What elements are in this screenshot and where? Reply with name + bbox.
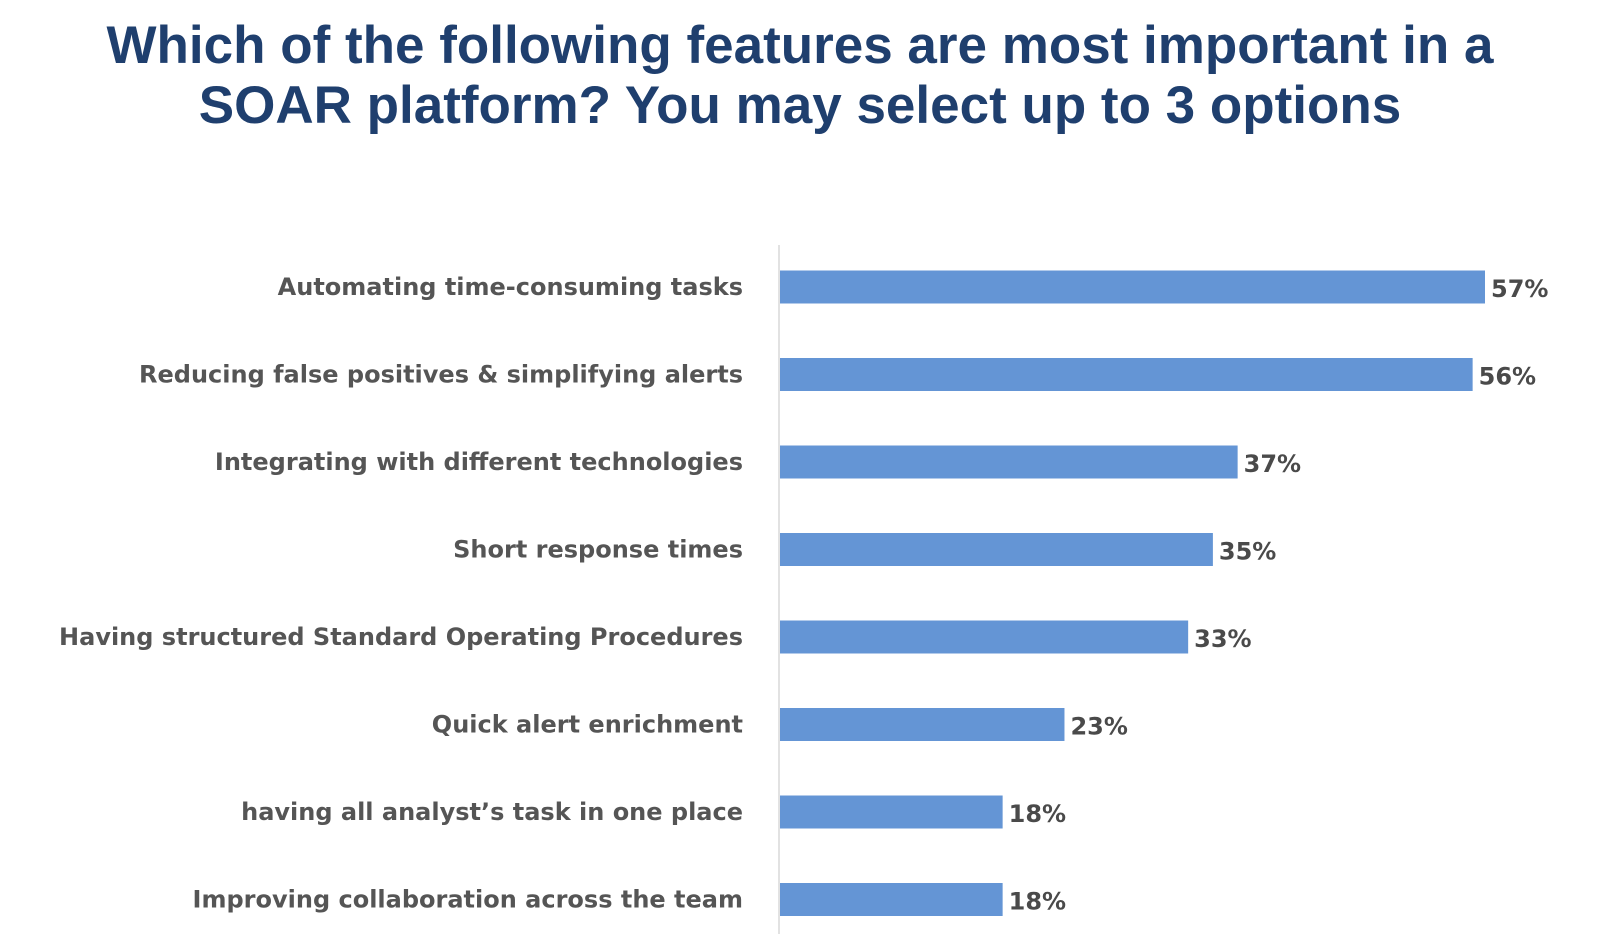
- bar: [780, 795, 1003, 829]
- data-label: 18%: [1009, 800, 1066, 828]
- data-label: 37%: [1244, 450, 1301, 478]
- bar: [780, 358, 1473, 391]
- category-label: Quick alert enrichment: [432, 711, 743, 739]
- chart-title: Which of the following features are most…: [20, 16, 1580, 136]
- data-label: 56%: [1479, 363, 1536, 391]
- bar: [780, 533, 1213, 566]
- bar: [780, 883, 1003, 916]
- bar: [780, 620, 1189, 654]
- data-label: 23%: [1070, 713, 1127, 741]
- category-label: Having structured Standard Operating Pro…: [59, 623, 743, 651]
- bar: [780, 270, 1485, 304]
- category-label: having all analyst’s task in one place: [241, 798, 743, 826]
- data-label: 35%: [1219, 538, 1276, 566]
- bar: [780, 708, 1065, 741]
- category-label: Reducing false positives & simplifying a…: [139, 361, 743, 389]
- chart-title-line-2: SOAR platform? You may select up to 3 op…: [198, 76, 1402, 135]
- category-label: Integrating with different technologies: [215, 448, 743, 476]
- chart-title-line-1: Which of the following features are most…: [106, 16, 1494, 75]
- data-label: 18%: [1009, 888, 1066, 916]
- bar: [780, 445, 1238, 479]
- data-label: 33%: [1194, 625, 1251, 653]
- category-label: Improving collaboration across the team: [193, 886, 743, 914]
- category-label: Short response times: [453, 536, 743, 564]
- data-label: 57%: [1491, 275, 1548, 303]
- category-label: Automating time-consuming tasks: [278, 273, 743, 301]
